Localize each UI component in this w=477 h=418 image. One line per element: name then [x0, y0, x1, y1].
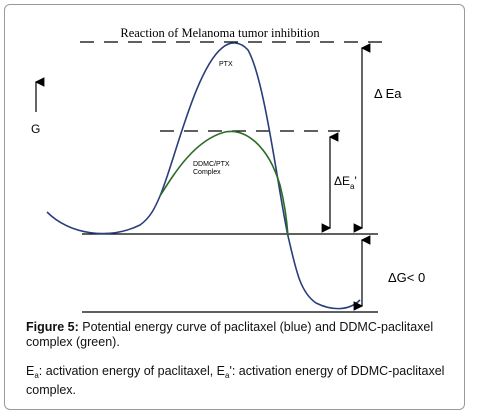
caption-note: Ea: activation energy of paclitaxel, Ea'…: [26, 364, 456, 398]
note-part1: : activation energy of paclitaxel, E: [38, 364, 226, 378]
figure-caption: Figure 5: Potential energy curve of pacl…: [26, 320, 456, 398]
note-e: E: [26, 364, 35, 378]
delta-ea-prime-label: ΔEa': [334, 174, 357, 191]
delta-ea-label: Δ Ea: [374, 86, 402, 101]
caption-figure-text: Potential energy curve of paclitaxel (bl…: [26, 320, 434, 349]
ptx-label: PTX: [219, 61, 233, 68]
caption-main: Figure 5: Potential energy curve of pacl…: [26, 320, 456, 350]
complex-curve: [159, 130, 289, 237]
diagram-title: Reaction of Melanoma tumor inhibition: [120, 26, 320, 40]
complex-label-line2: Complex: [193, 169, 221, 176]
note-e-sub: a: [34, 371, 39, 380]
ptx-curve: [46, 42, 361, 310]
g-axis-label: G: [31, 122, 40, 136]
note-part2-sub: a: [225, 371, 230, 380]
note-part3: ': activation energy of DDMC-paclitaxel …: [26, 364, 445, 397]
complex-label-line1: DDMC/PTX: [193, 161, 230, 168]
delta-g-label: ΔG< 0: [388, 270, 425, 285]
caption-figure-label: Figure 5:: [26, 320, 79, 334]
figure-frame: [4, 4, 465, 410]
